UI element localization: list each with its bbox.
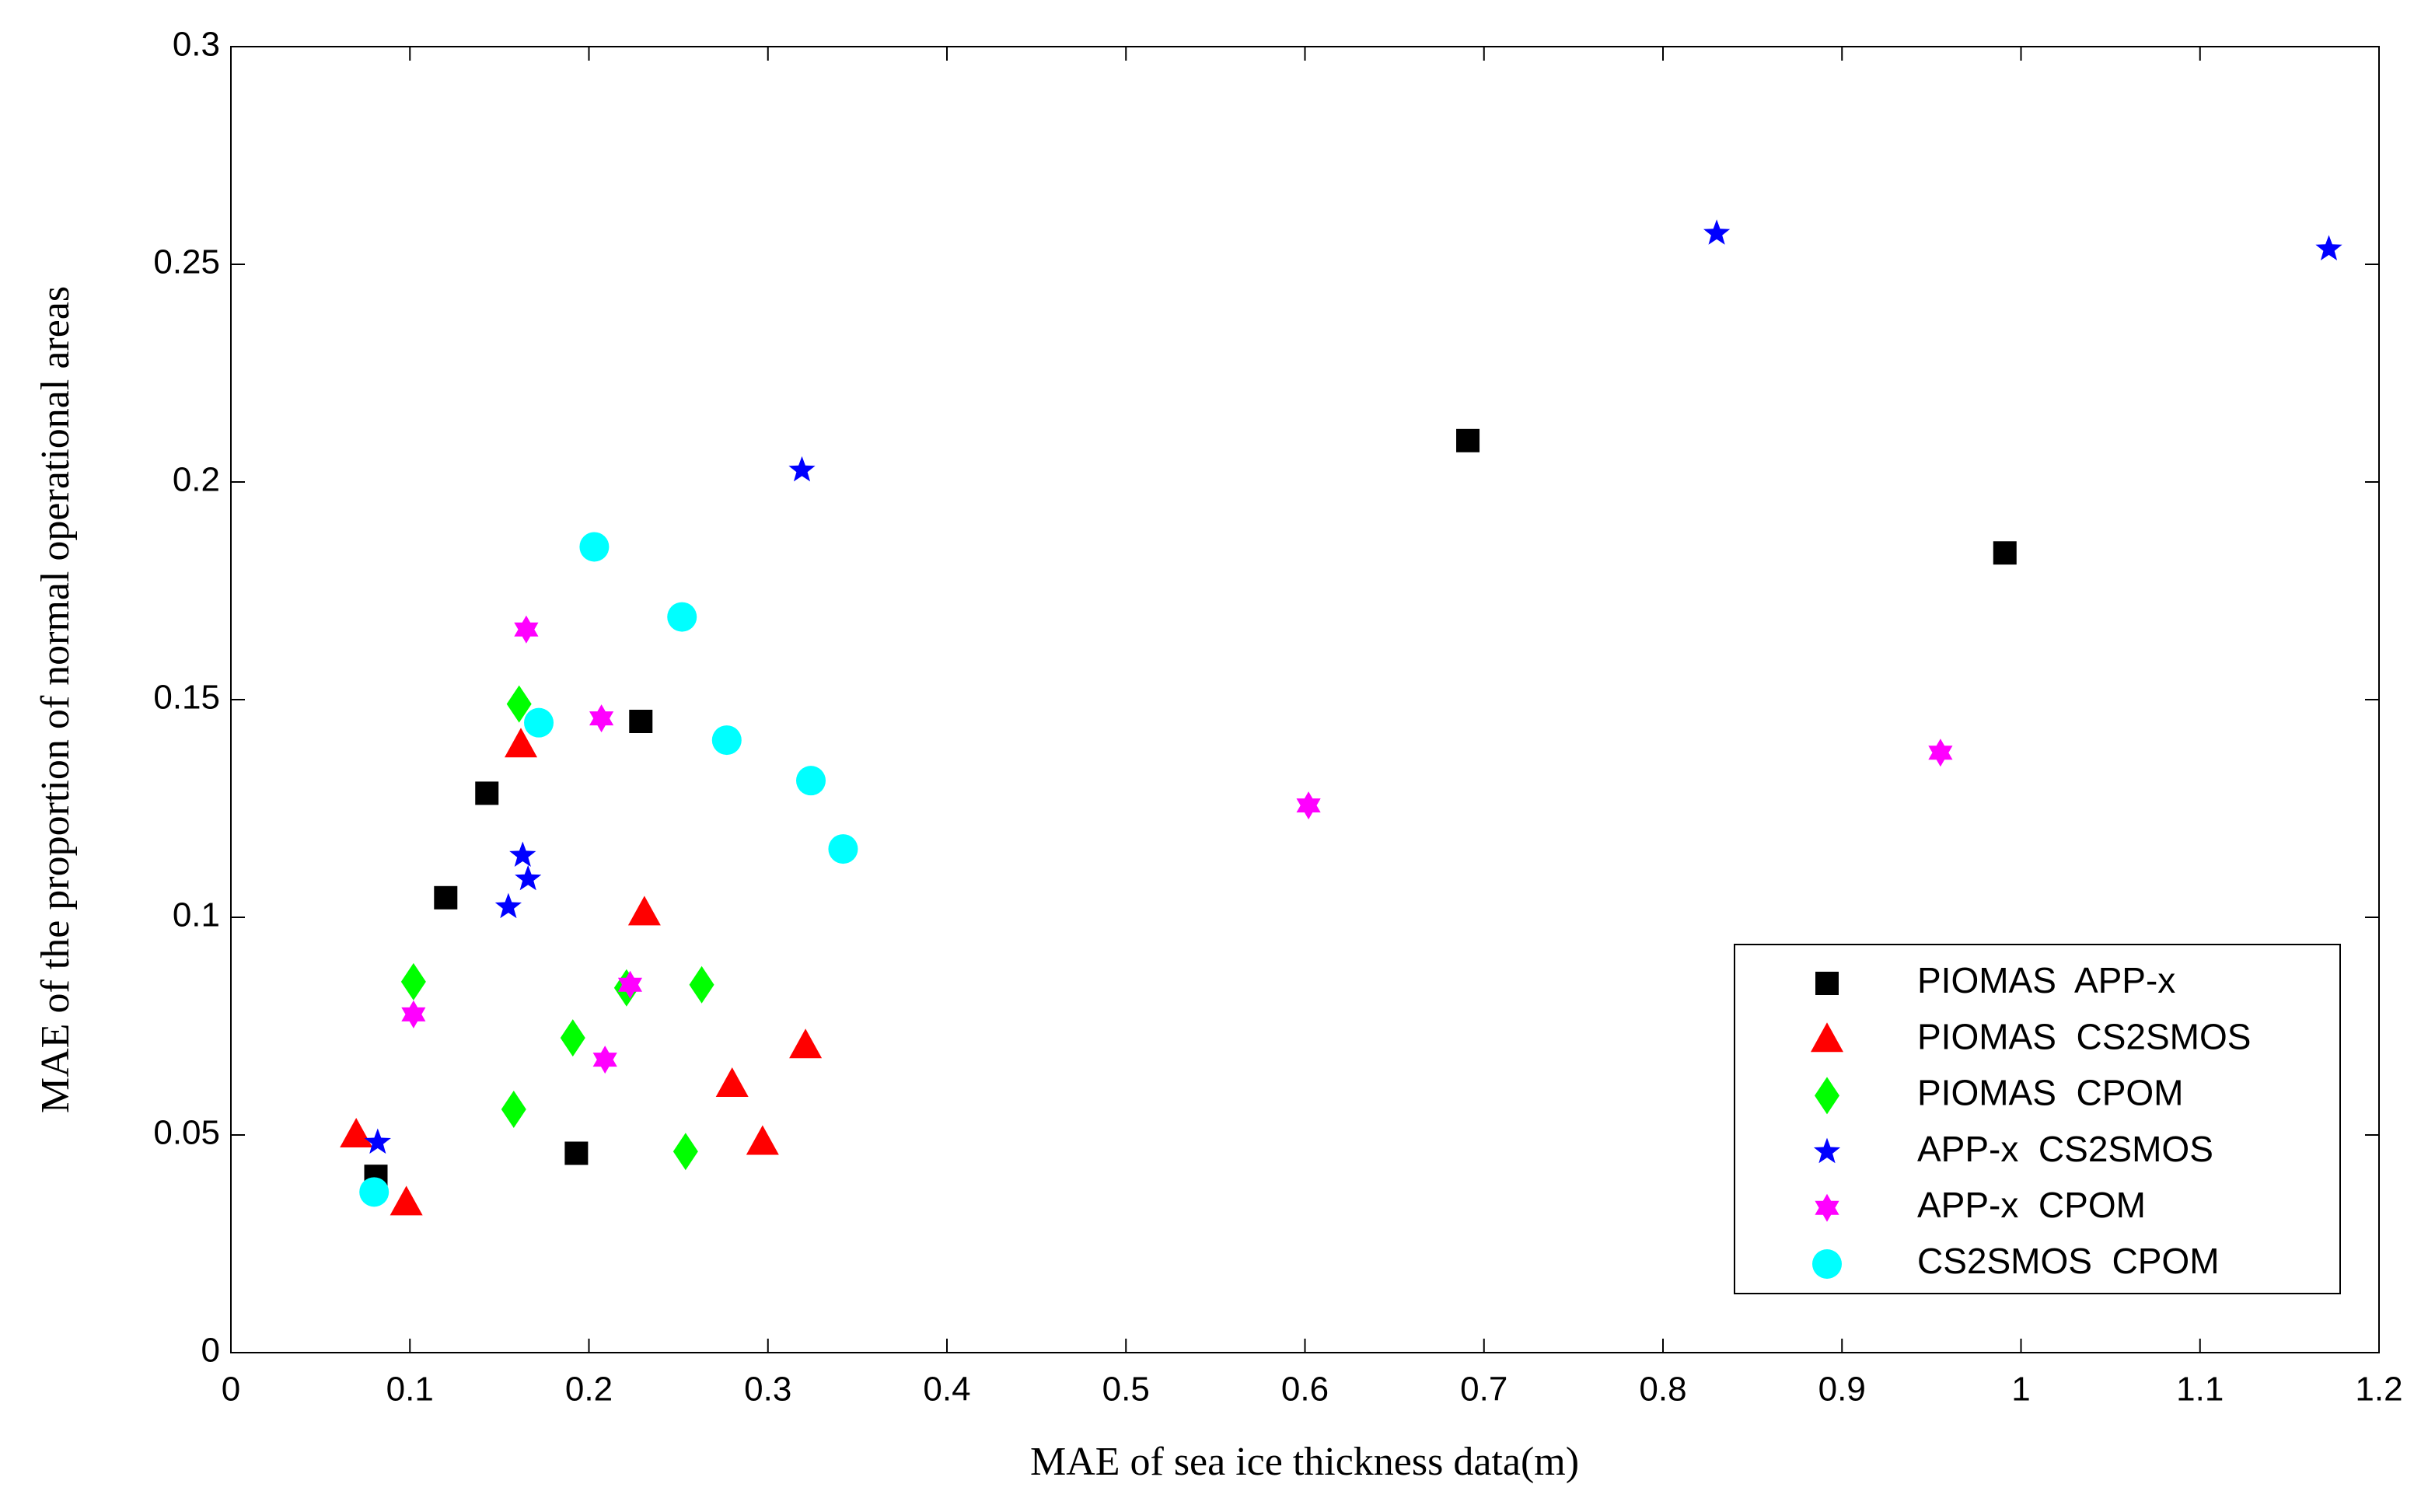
legend-box	[1734, 944, 2341, 1294]
x-tick-label: 1.2	[2355, 1371, 2402, 1409]
x-tick-label: 0.6	[1281, 1371, 1329, 1409]
point	[401, 1000, 426, 1028]
x-tick-label: 1.1	[2176, 1371, 2224, 1409]
legend-label: PIOMAS CS2SMOS	[1917, 1016, 2251, 1056]
point	[796, 766, 826, 796]
point	[514, 615, 539, 644]
point	[364, 1128, 391, 1154]
point	[617, 970, 642, 999]
legend-marker	[1813, 1137, 1841, 1164]
point	[629, 710, 653, 733]
x-tick-label: 0	[222, 1371, 240, 1409]
x-tick-label: 0.8	[1639, 1371, 1686, 1409]
x-tick-label: 0.7	[1460, 1371, 1507, 1409]
y-tick-label: 0	[201, 1332, 220, 1370]
legend-label: APP-x CPOM	[1917, 1185, 2146, 1225]
point	[1296, 791, 1321, 820]
y-axis-label: MAE of the proportion of normal operatio…	[33, 286, 78, 1113]
point	[579, 532, 610, 562]
point	[475, 781, 499, 805]
x-tick-label: 0.2	[565, 1371, 613, 1409]
point	[560, 1019, 585, 1057]
x-axis-label: MAE of sea ice thickness data(m)	[1030, 1440, 1579, 1484]
point	[564, 1141, 589, 1165]
y-tick-label: 0.15	[153, 679, 220, 717]
point	[711, 725, 742, 756]
legend-label: CS2SMOS CPOM	[1917, 1241, 2220, 1281]
legend-label: PIOMAS CPOM	[1917, 1073, 2183, 1113]
y-tick-label: 0.1	[173, 896, 220, 934]
point	[524, 707, 554, 738]
x-tick-label: 0.9	[1818, 1371, 1866, 1409]
point	[592, 1046, 617, 1074]
x-tick-label: 0.1	[386, 1371, 434, 1409]
point	[2315, 235, 2342, 260]
legend-marker	[1815, 1193, 1839, 1222]
plot-frame	[230, 46, 2380, 1353]
point	[390, 1186, 423, 1216]
point	[715, 1067, 749, 1098]
point	[340, 1118, 373, 1147]
y-tick-label: 0.25	[153, 243, 220, 281]
point	[673, 1133, 698, 1171]
x-tick-label: 0.3	[744, 1371, 791, 1409]
point	[667, 602, 697, 632]
point	[1703, 219, 1731, 245]
x-tick-label: 0.5	[1102, 1371, 1150, 1409]
point	[828, 834, 858, 864]
x-tick-label: 0.4	[923, 1371, 970, 1409]
point	[515, 864, 542, 891]
point	[494, 892, 522, 919]
x-tick-label: 1	[2011, 1371, 2030, 1409]
point	[400, 962, 426, 1000]
legend-label: PIOMAS APP-x	[1917, 960, 2175, 1000]
point	[509, 841, 536, 867]
y-tick-label: 0.2	[173, 461, 220, 499]
legend-marker	[1811, 1022, 1843, 1053]
point	[627, 896, 661, 926]
y-tick-label: 0.3	[173, 26, 220, 64]
legend-marker	[1812, 1249, 1842, 1279]
legend-marker	[1815, 972, 1839, 995]
point	[434, 885, 458, 910]
legend-label: APP-x CS2SMOS	[1917, 1129, 2213, 1169]
point	[589, 704, 614, 733]
point	[746, 1125, 779, 1155]
point	[1993, 541, 2017, 565]
y-tick-label: 0.05	[153, 1114, 220, 1152]
point	[1456, 428, 1480, 452]
point	[359, 1177, 390, 1207]
point	[689, 966, 714, 1004]
point	[501, 1090, 526, 1128]
point	[1928, 739, 1953, 767]
point	[506, 685, 532, 723]
legend-marker	[1815, 1077, 1839, 1115]
point	[505, 728, 538, 758]
point	[789, 1028, 823, 1059]
point	[788, 456, 816, 482]
